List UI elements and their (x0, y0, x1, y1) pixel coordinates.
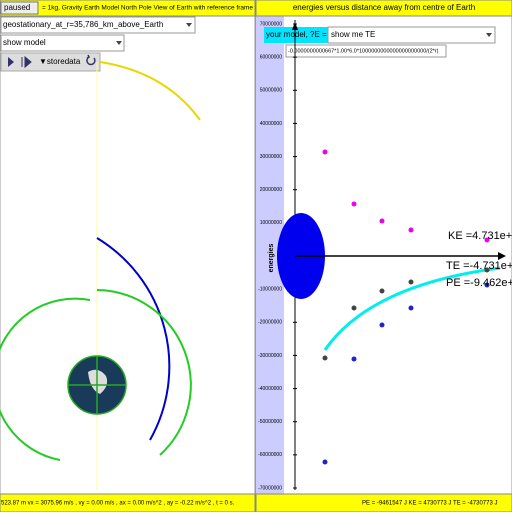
right-top-bar (255, 0, 512, 17)
y-tick-label: 50000000 (260, 88, 282, 94)
pe-points (322, 282, 490, 465)
pe-label: PE =-9.462e+6 (446, 277, 512, 289)
radius-arrow-head (498, 252, 506, 260)
y-tick-label: 40000000 (260, 121, 282, 127)
y-tick-label: 10000000 (260, 220, 282, 226)
left-top-bar (0, 0, 256, 17)
energy-select[interactable] (327, 26, 496, 44)
energy-select-text: show me TE (331, 30, 375, 39)
y-tick-label: 20000000 (260, 187, 282, 193)
y-axis-arrow (292, 22, 298, 30)
orbit-select-text: geostationary_at_r=35,786_km_above_Earth (3, 20, 163, 29)
green-orbit (96, 289, 192, 456)
paused-button[interactable] (0, 1, 39, 15)
model-select[interactable] (0, 34, 125, 52)
left-readout: 523.87 m vx = 3075.96 m/s , vy = 0.00 m/… (1, 501, 235, 507)
green-orbit (0, 297, 91, 461)
y-tick-label: 30000000 (260, 154, 282, 160)
y-tick-label: -50000000 (258, 419, 282, 425)
left-title: = 1kg, Gravity Earth Model North Pole Vi… (42, 5, 271, 12)
right-readout: PE = -9461547 J KE = 4730773 J TE = -473… (362, 501, 498, 507)
blue-orbit (96, 237, 171, 441)
storedata-button[interactable]: ▼storedata (39, 57, 81, 66)
y-tick-label: -20000000 (258, 320, 282, 326)
left-panel (0, 0, 256, 513)
y-tick-label: -10000000 (258, 286, 282, 292)
y-tick-label: 70000000 (260, 21, 282, 27)
formula-input[interactable] (285, 44, 447, 58)
right-title: energies versus distance away from centr… (293, 3, 475, 12)
step-button[interactable] (21, 55, 32, 69)
dropdown-arrow (116, 41, 122, 45)
dropdown-arrow (186, 23, 192, 27)
y-ticks: 70000000 60000000 50000000 40000000 30000000… (258, 21, 297, 491)
yellow-orbit (99, 61, 201, 121)
dropdown-arrow (486, 33, 492, 37)
y-axis-label: energies (268, 243, 275, 272)
y-tick-label: -60000000 (258, 452, 282, 458)
orbit-select[interactable] (0, 16, 196, 34)
paused-label: paused (4, 3, 30, 12)
model-select-text: show model (3, 38, 46, 47)
y-tick-label: 60000000 (260, 54, 282, 60)
formula-text: -0.0000000000667*1.00*6.0*10000000000000… (288, 48, 439, 54)
model-label-box (264, 27, 328, 43)
te-label: TE =-4.731e+6 (446, 260, 512, 272)
te-points (322, 267, 490, 361)
y-tick-label: -30000000 (258, 353, 282, 359)
ke-points (322, 149, 490, 243)
y-tick-label: -40000000 (258, 386, 282, 392)
ke-label: KE =4.731e+6 (448, 230, 512, 242)
te-curve (323, 266, 501, 351)
play-button[interactable] (8, 57, 14, 67)
y-tick-label: -70000000 (258, 485, 282, 491)
model-label: your model, ?E = (266, 30, 327, 39)
reset-button[interactable] (86, 54, 96, 66)
